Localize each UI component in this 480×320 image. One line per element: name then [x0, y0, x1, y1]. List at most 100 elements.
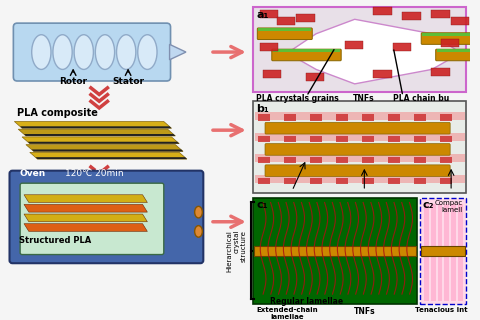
FancyBboxPatch shape: [284, 157, 296, 163]
Text: TNFs: TNFs: [354, 307, 375, 316]
FancyBboxPatch shape: [265, 123, 450, 134]
Text: Oven: Oven: [19, 169, 46, 178]
Polygon shape: [32, 149, 183, 151]
FancyBboxPatch shape: [436, 49, 480, 61]
FancyBboxPatch shape: [255, 133, 465, 141]
FancyBboxPatch shape: [258, 136, 270, 142]
Polygon shape: [24, 214, 147, 222]
FancyBboxPatch shape: [310, 136, 322, 142]
FancyBboxPatch shape: [440, 136, 452, 142]
Text: Hierarchical
crystal
structure: Hierarchical crystal structure: [227, 230, 247, 272]
FancyBboxPatch shape: [258, 157, 270, 163]
Text: Compac
lamell: Compac lamell: [434, 200, 463, 212]
FancyBboxPatch shape: [336, 157, 348, 163]
FancyBboxPatch shape: [388, 115, 400, 121]
FancyBboxPatch shape: [255, 112, 465, 120]
Polygon shape: [22, 137, 179, 144]
FancyBboxPatch shape: [424, 204, 429, 301]
FancyBboxPatch shape: [451, 204, 456, 301]
FancyBboxPatch shape: [253, 101, 466, 193]
FancyBboxPatch shape: [310, 157, 322, 163]
FancyBboxPatch shape: [362, 178, 374, 184]
FancyBboxPatch shape: [10, 171, 204, 263]
Polygon shape: [26, 145, 183, 151]
Ellipse shape: [53, 35, 72, 69]
FancyBboxPatch shape: [440, 115, 452, 121]
Polygon shape: [24, 195, 147, 203]
Ellipse shape: [32, 35, 51, 69]
FancyBboxPatch shape: [336, 178, 348, 184]
FancyBboxPatch shape: [284, 136, 296, 142]
FancyBboxPatch shape: [277, 17, 295, 25]
Text: TNFs: TNFs: [353, 93, 374, 102]
Ellipse shape: [117, 35, 136, 69]
Polygon shape: [18, 129, 175, 136]
FancyBboxPatch shape: [388, 136, 400, 142]
FancyBboxPatch shape: [432, 68, 450, 76]
FancyBboxPatch shape: [388, 157, 400, 163]
Text: PLA chain bu: PLA chain bu: [393, 93, 449, 102]
FancyBboxPatch shape: [255, 154, 465, 162]
FancyBboxPatch shape: [441, 39, 459, 47]
Polygon shape: [287, 19, 461, 84]
Text: Structured PLA: Structured PLA: [19, 236, 91, 245]
FancyBboxPatch shape: [414, 115, 426, 121]
FancyBboxPatch shape: [310, 115, 322, 121]
Polygon shape: [24, 224, 147, 231]
FancyBboxPatch shape: [414, 136, 426, 142]
FancyBboxPatch shape: [265, 144, 450, 155]
Ellipse shape: [138, 35, 157, 69]
FancyBboxPatch shape: [414, 178, 426, 184]
Text: c₁: c₁: [256, 200, 268, 210]
FancyBboxPatch shape: [402, 12, 421, 20]
FancyBboxPatch shape: [444, 204, 449, 301]
Ellipse shape: [96, 35, 115, 69]
Text: Tenacious int: Tenacious int: [415, 307, 468, 313]
Text: Extended-chain
lamellae: Extended-chain lamellae: [256, 307, 318, 320]
FancyBboxPatch shape: [362, 136, 374, 142]
FancyBboxPatch shape: [284, 178, 296, 184]
FancyBboxPatch shape: [296, 14, 315, 22]
FancyBboxPatch shape: [373, 7, 392, 15]
Text: Stator: Stator: [112, 77, 144, 86]
FancyBboxPatch shape: [432, 10, 450, 18]
FancyBboxPatch shape: [336, 136, 348, 142]
Polygon shape: [36, 157, 187, 159]
FancyBboxPatch shape: [336, 115, 348, 121]
Polygon shape: [14, 122, 171, 128]
FancyBboxPatch shape: [258, 178, 270, 184]
FancyBboxPatch shape: [421, 33, 480, 44]
Ellipse shape: [195, 206, 203, 218]
FancyBboxPatch shape: [437, 49, 480, 52]
FancyBboxPatch shape: [422, 33, 480, 36]
FancyBboxPatch shape: [257, 28, 312, 40]
FancyBboxPatch shape: [345, 41, 363, 49]
FancyBboxPatch shape: [273, 49, 340, 52]
FancyBboxPatch shape: [254, 246, 417, 255]
Text: b₁: b₁: [256, 104, 269, 114]
Ellipse shape: [74, 35, 94, 69]
Text: Regular lamellae: Regular lamellae: [270, 297, 343, 306]
FancyBboxPatch shape: [13, 23, 170, 81]
Text: 120℃ 20min: 120℃ 20min: [65, 169, 124, 178]
Polygon shape: [169, 44, 186, 60]
FancyBboxPatch shape: [421, 246, 465, 255]
Polygon shape: [24, 134, 175, 136]
FancyBboxPatch shape: [284, 115, 296, 121]
Text: PLA crystals grains: PLA crystals grains: [256, 93, 339, 102]
Polygon shape: [30, 152, 187, 159]
FancyBboxPatch shape: [440, 178, 452, 184]
Text: PLA composite: PLA composite: [17, 108, 98, 118]
FancyBboxPatch shape: [265, 165, 450, 176]
FancyBboxPatch shape: [260, 43, 278, 51]
FancyBboxPatch shape: [373, 70, 392, 78]
FancyBboxPatch shape: [310, 178, 322, 184]
FancyBboxPatch shape: [362, 157, 374, 163]
FancyBboxPatch shape: [255, 175, 465, 183]
FancyBboxPatch shape: [440, 157, 452, 163]
FancyBboxPatch shape: [272, 49, 341, 61]
FancyBboxPatch shape: [420, 198, 466, 304]
FancyBboxPatch shape: [414, 157, 426, 163]
Ellipse shape: [195, 226, 203, 237]
FancyBboxPatch shape: [253, 7, 466, 92]
